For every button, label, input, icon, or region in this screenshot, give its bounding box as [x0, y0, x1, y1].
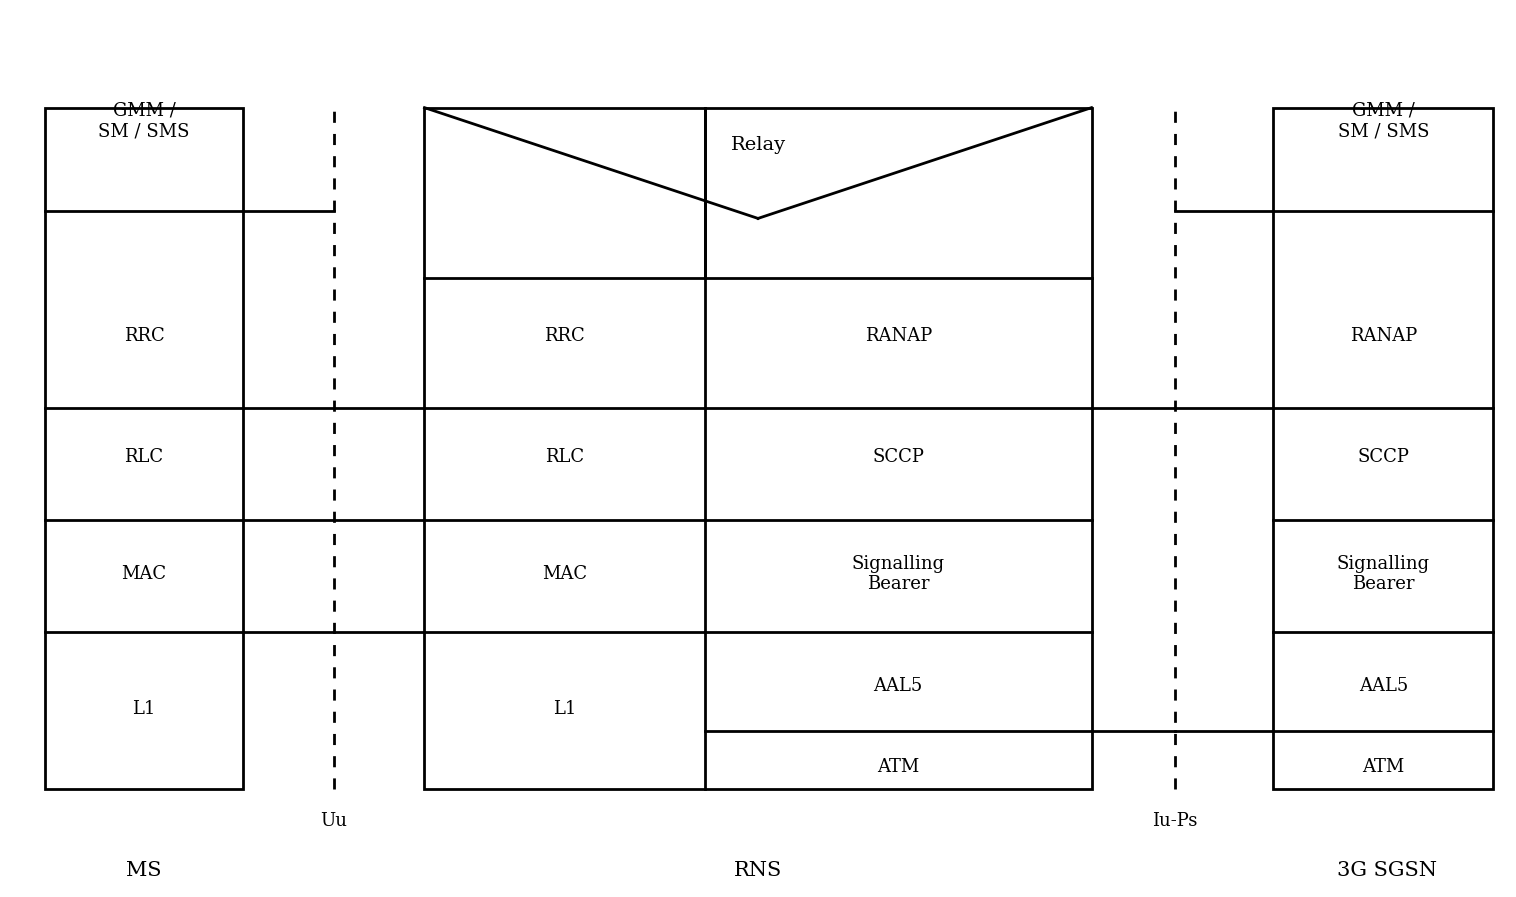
Text: RLC: RLC — [124, 448, 164, 466]
Text: RLC: RLC — [546, 448, 584, 466]
Text: MAC: MAC — [543, 565, 587, 583]
Text: ATM: ATM — [1363, 758, 1404, 776]
Text: AAL5: AAL5 — [1358, 677, 1408, 695]
Text: Relay: Relay — [731, 136, 785, 154]
FancyBboxPatch shape — [424, 108, 1092, 789]
Text: SCCP: SCCP — [1357, 448, 1410, 466]
Text: Signalling
Bearer: Signalling Bearer — [1337, 554, 1430, 594]
Text: SCCP: SCCP — [872, 448, 925, 466]
FancyBboxPatch shape — [1273, 108, 1493, 789]
Text: 3G SGSN: 3G SGSN — [1337, 860, 1437, 880]
FancyBboxPatch shape — [45, 108, 243, 789]
Text: RANAP: RANAP — [1349, 327, 1417, 345]
Text: L1: L1 — [132, 700, 156, 718]
Text: AAL5: AAL5 — [873, 677, 923, 695]
Text: L1: L1 — [553, 700, 576, 718]
Text: Signalling
Bearer: Signalling Bearer — [852, 554, 944, 594]
Text: RANAP: RANAP — [864, 327, 932, 345]
Text: RRC: RRC — [544, 327, 585, 345]
Text: RRC: RRC — [124, 327, 164, 345]
Text: MS: MS — [126, 860, 162, 880]
Text: ATM: ATM — [878, 758, 919, 776]
Text: Iu-Ps: Iu-Ps — [1152, 812, 1198, 830]
Text: RNS: RNS — [734, 860, 782, 880]
Text: MAC: MAC — [121, 565, 167, 583]
Text: Uu: Uu — [320, 812, 347, 830]
Text: GMM /
SM / SMS: GMM / SM / SMS — [1337, 101, 1430, 141]
Text: GMM /
SM / SMS: GMM / SM / SMS — [99, 101, 190, 141]
